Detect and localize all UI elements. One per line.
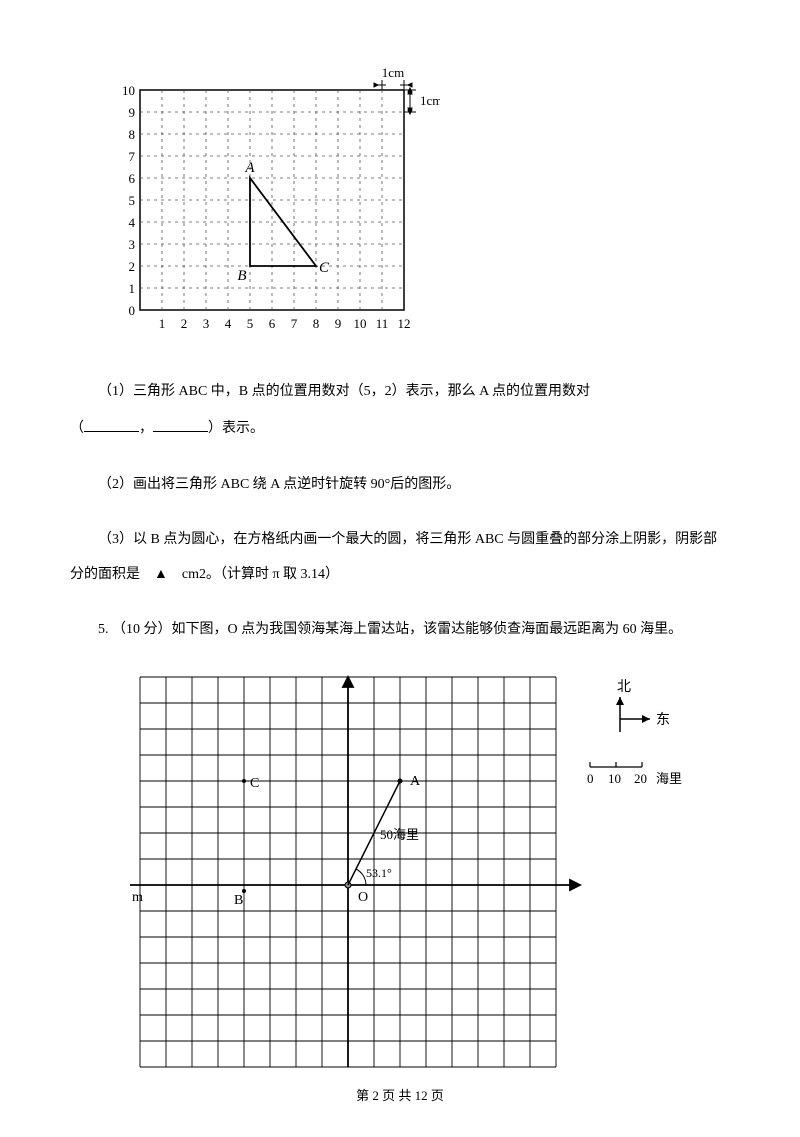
point-c-label-2: C xyxy=(250,776,259,791)
page-footer: 第 2 页 共 12 页 xyxy=(0,1084,800,1107)
radar-grid-svg: m O A 50海里 53.1° B C xyxy=(130,667,730,1087)
axis-m-label: m xyxy=(132,890,143,905)
y-tick: 1 xyxy=(129,281,136,296)
question-3-line1: （3）以 B 点为圆心，在方格纸内画一个最大的圆，将三角形 ABC 与圆重叠的部… xyxy=(70,527,730,552)
y-tick: 2 xyxy=(129,259,136,274)
compass-n: 北 xyxy=(617,679,631,695)
question-2: （2）画出将三角形 ABC 绕 A 点逆时针旋转 90°后的图形。 xyxy=(70,472,730,497)
point-a-label-2: A xyxy=(410,774,421,789)
scale-unit: 海里 xyxy=(656,771,682,786)
question-5: 5. （10 分）如下图，O 点为我国领海某海上雷达站，该雷达能够侦查海面最远距… xyxy=(70,617,730,642)
distance-label: 50海里 xyxy=(380,827,419,842)
blank-y[interactable] xyxy=(153,414,208,432)
q3-part1: 分的面积是 xyxy=(70,567,140,582)
scale-0: 0 xyxy=(587,771,594,786)
y-tick: 3 xyxy=(129,237,136,252)
angle-arc xyxy=(356,869,366,885)
grid-triangle-svg: 0 1 2 3 4 5 6 7 8 9 10 1 2 3 4 xyxy=(100,60,440,340)
paren-close: ）表示。 xyxy=(208,421,264,436)
y-tick: 0 xyxy=(129,303,136,318)
scale-10: 10 xyxy=(608,771,621,786)
point-b-label-2: B xyxy=(234,893,243,908)
x-tick: 9 xyxy=(335,316,342,331)
question-3-line2: 分的面积是 ▲ cm2。（计算时 π 取 3.14） xyxy=(70,562,730,587)
x-tick: 5 xyxy=(247,316,254,331)
compass-e: 东 xyxy=(656,712,670,728)
q3-part2: cm2。（计算时 π 取 3.14） xyxy=(182,567,339,582)
y-tick: 10 xyxy=(122,83,135,98)
paren-open: （ xyxy=(70,421,84,436)
comma: ， xyxy=(139,421,153,436)
compass-icon: 北 东 xyxy=(616,679,670,732)
question-1-line1: （1）三角形 ABC 中，B 点的位置用数对（5，2）表示，那么 A 点的位置用… xyxy=(70,379,730,404)
y-tick: 9 xyxy=(129,105,136,120)
y-tick: 6 xyxy=(129,171,136,186)
x-tick: 6 xyxy=(269,316,276,331)
x-tick: 8 xyxy=(313,316,320,331)
x-tick: 1 xyxy=(159,316,166,331)
angle-label: 53.1° xyxy=(366,866,392,880)
x-tick: 12 xyxy=(398,316,411,331)
x-tick: 4 xyxy=(225,316,232,331)
question-1-line2: （ ， ）表示。 xyxy=(70,414,730,441)
x-tick: 3 xyxy=(203,316,210,331)
triangle-placeholder: ▲ xyxy=(154,567,168,582)
scale-20: 20 xyxy=(634,771,647,786)
point-c xyxy=(242,779,246,783)
scale-h-label: 1cm xyxy=(382,65,404,80)
figure-2-radar-grid: m O A 50海里 53.1° B C xyxy=(130,667,730,1096)
point-o-label: O xyxy=(358,890,368,905)
x-tick: 10 xyxy=(354,316,367,331)
y-tick: 4 xyxy=(129,215,136,230)
scale-v-label: 1cm xyxy=(420,93,440,108)
x-tick: 11 xyxy=(376,316,389,331)
x-tick: 7 xyxy=(291,316,298,331)
figure-1-grid-triangle: 0 1 2 3 4 5 6 7 8 9 10 1 2 3 4 xyxy=(100,60,730,349)
point-c-label: C xyxy=(319,260,330,276)
point-b-label: B xyxy=(237,268,246,284)
scale-ruler: 0 10 20 海里 xyxy=(587,762,682,786)
y-tick: 5 xyxy=(129,193,136,208)
x-tick: 2 xyxy=(181,316,188,331)
blank-x[interactable] xyxy=(84,414,139,432)
y-tick: 8 xyxy=(129,127,136,142)
point-a-label: A xyxy=(244,160,255,176)
y-tick: 7 xyxy=(129,149,136,164)
